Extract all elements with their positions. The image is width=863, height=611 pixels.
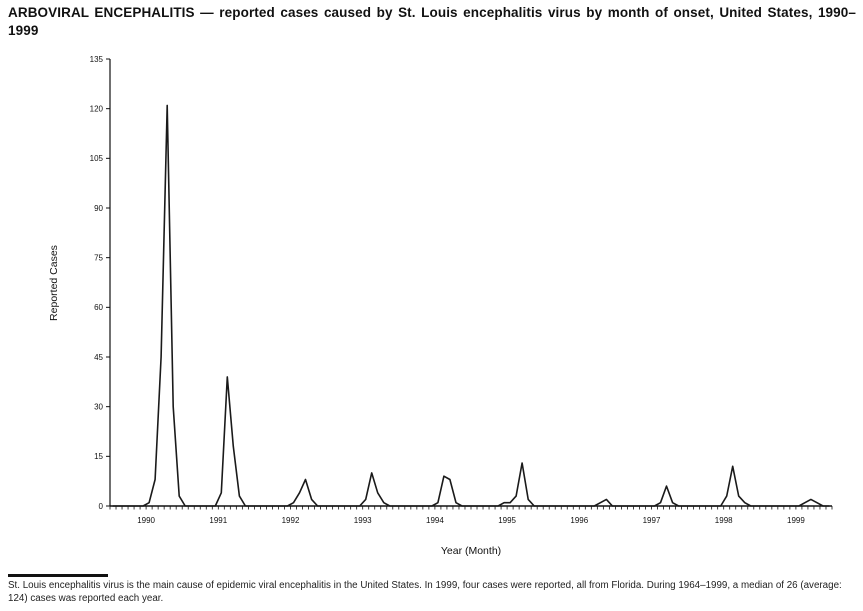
y-tick-label: 0 bbox=[99, 502, 104, 511]
y-tick-label: 75 bbox=[94, 253, 103, 262]
y-tick-label: 45 bbox=[94, 353, 103, 362]
year-label: 1998 bbox=[715, 516, 733, 525]
y-axis-label: Reported Cases bbox=[48, 245, 60, 321]
year-label: 1996 bbox=[570, 516, 588, 525]
y-tick-label: 90 bbox=[94, 204, 103, 213]
y-tick-label: 120 bbox=[90, 104, 104, 113]
year-label: 1999 bbox=[787, 516, 805, 525]
footnote: St. Louis encephalitis virus is the main… bbox=[8, 580, 842, 604]
chart-svg: Reported Cases Year (Month) 0 15 30 45 60 75 9… bbox=[48, 55, 833, 557]
x-axis-label: Year (Month) bbox=[441, 545, 501, 557]
y-tick-label: 15 bbox=[94, 452, 103, 461]
data-line bbox=[112, 104, 830, 507]
year-label: 1992 bbox=[282, 516, 300, 525]
y-tick-label: 30 bbox=[94, 402, 103, 411]
year-label: 1995 bbox=[498, 516, 516, 525]
year-label: 1997 bbox=[643, 516, 661, 525]
y-tick-label: 135 bbox=[90, 55, 104, 64]
chart-title: ARBOVIRAL ENCEPHALITIS — reported cases … bbox=[8, 5, 856, 39]
y-tick-label: 60 bbox=[94, 303, 103, 312]
footnote-rule bbox=[8, 574, 108, 577]
year-label: 1993 bbox=[354, 516, 372, 525]
y-tick-label: 105 bbox=[90, 154, 104, 163]
year-label: 1994 bbox=[426, 516, 444, 525]
year-label: 1991 bbox=[209, 516, 227, 525]
year-label: 1990 bbox=[137, 516, 155, 525]
